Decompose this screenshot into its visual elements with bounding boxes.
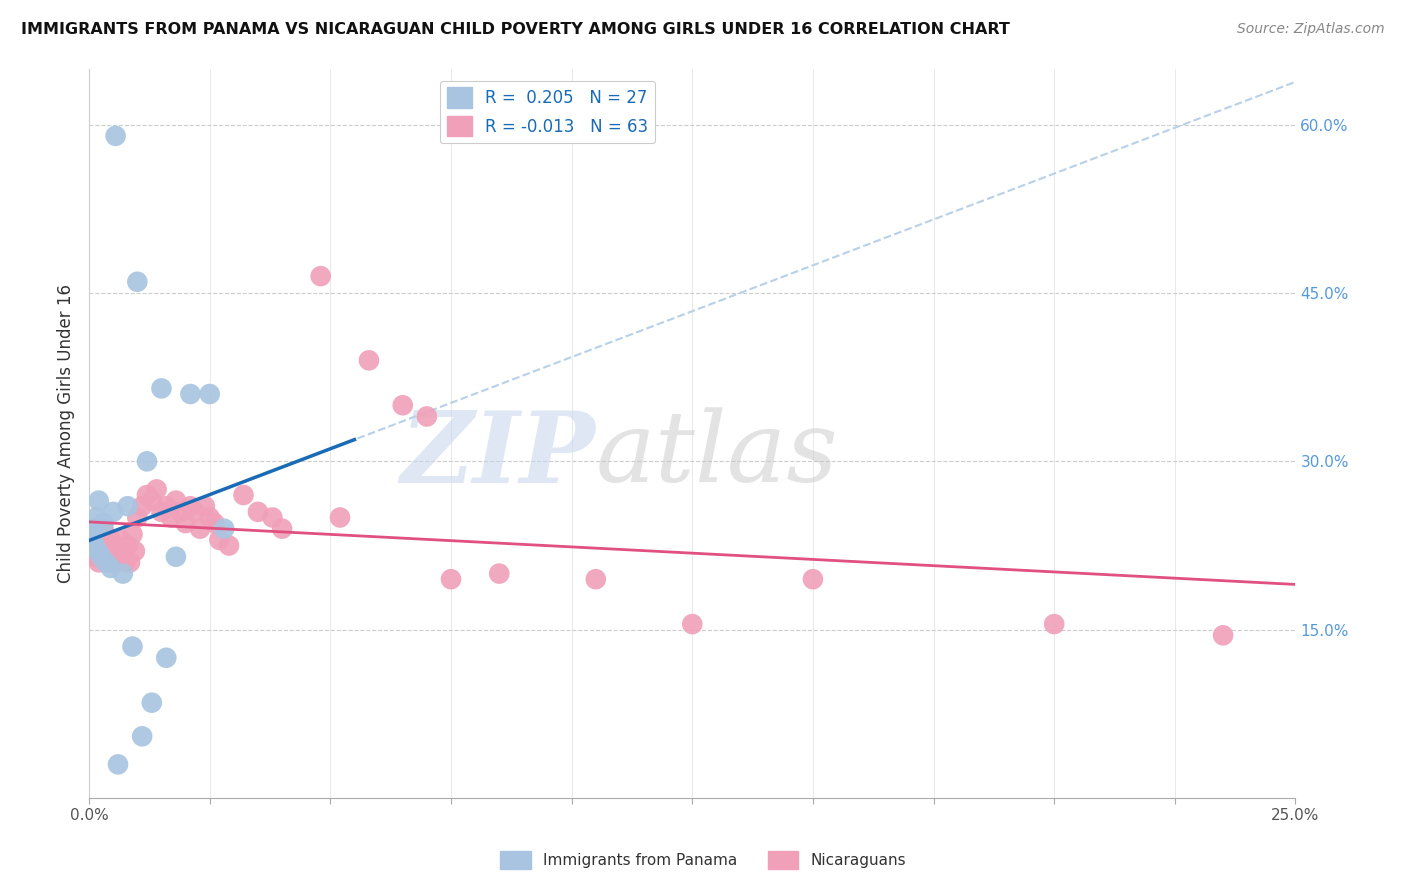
- Point: [357, 353, 380, 368]
- Point: [117, 500, 139, 514]
- Point: [110, 533, 132, 547]
- Point: [87, 555, 110, 569]
- Point: [87, 544, 110, 558]
- Point: [262, 510, 284, 524]
- Point: [83, 522, 105, 536]
- Point: [127, 510, 149, 524]
- Point: [1212, 628, 1234, 642]
- Point: [96, 555, 118, 569]
- Point: [488, 566, 510, 581]
- Point: [84, 510, 107, 524]
- Point: [131, 729, 153, 743]
- Point: [155, 650, 177, 665]
- Point: [98, 549, 121, 564]
- Point: [198, 510, 221, 524]
- Point: [80, 539, 103, 553]
- Point: [188, 522, 211, 536]
- Point: [218, 539, 240, 553]
- Point: [121, 640, 143, 654]
- Point: [170, 505, 193, 519]
- Point: [585, 572, 607, 586]
- Point: [91, 549, 114, 564]
- Point: [391, 398, 413, 412]
- Point: [204, 516, 226, 530]
- Point: [246, 505, 269, 519]
- Point: [681, 617, 703, 632]
- Point: [309, 269, 332, 284]
- Point: [90, 549, 112, 564]
- Point: [93, 516, 115, 530]
- Point: [208, 533, 231, 547]
- Point: [82, 533, 104, 547]
- Point: [174, 516, 197, 530]
- Point: [121, 527, 143, 541]
- Point: [111, 566, 134, 581]
- Point: [84, 527, 107, 541]
- Point: [87, 493, 110, 508]
- Point: [111, 544, 134, 558]
- Point: [107, 757, 129, 772]
- Point: [212, 522, 235, 536]
- Y-axis label: Child Poverty Among Girls Under 16: Child Poverty Among Girls Under 16: [58, 284, 75, 582]
- Point: [89, 533, 111, 547]
- Point: [104, 128, 127, 143]
- Point: [117, 539, 139, 553]
- Point: [165, 549, 187, 564]
- Point: [145, 483, 167, 497]
- Point: [801, 572, 824, 586]
- Point: [101, 539, 124, 553]
- Point: [1043, 617, 1066, 632]
- Point: [440, 572, 463, 586]
- Point: [103, 555, 125, 569]
- Point: [82, 544, 104, 558]
- Point: [131, 500, 153, 514]
- Legend: Immigrants from Panama, Nicaraguans: Immigrants from Panama, Nicaraguans: [494, 845, 912, 875]
- Point: [104, 544, 127, 558]
- Point: [90, 544, 112, 558]
- Point: [83, 549, 105, 564]
- Point: [198, 387, 221, 401]
- Point: [184, 505, 207, 519]
- Point: [155, 500, 177, 514]
- Text: atlas: atlas: [596, 408, 838, 503]
- Text: ZIP: ZIP: [401, 407, 596, 503]
- Point: [136, 454, 159, 468]
- Point: [150, 505, 173, 519]
- Point: [107, 549, 129, 564]
- Point: [87, 544, 110, 558]
- Point: [97, 539, 120, 553]
- Point: [329, 510, 352, 524]
- Point: [93, 522, 115, 536]
- Point: [127, 275, 149, 289]
- Point: [271, 522, 294, 536]
- Point: [93, 527, 115, 541]
- Point: [165, 493, 187, 508]
- Point: [141, 696, 163, 710]
- Point: [150, 381, 173, 395]
- Text: Source: ZipAtlas.com: Source: ZipAtlas.com: [1237, 22, 1385, 37]
- Point: [179, 500, 201, 514]
- Point: [100, 533, 122, 547]
- Point: [136, 488, 159, 502]
- Point: [124, 544, 146, 558]
- Point: [83, 533, 105, 547]
- Point: [100, 561, 122, 575]
- Point: [94, 544, 117, 558]
- Point: [80, 527, 103, 541]
- Point: [120, 555, 142, 569]
- Legend: R =  0.205   N = 27, R = -0.013   N = 63: R = 0.205 N = 27, R = -0.013 N = 63: [440, 80, 655, 143]
- Point: [416, 409, 439, 424]
- Point: [160, 510, 183, 524]
- Text: IMMIGRANTS FROM PANAMA VS NICARAGUAN CHILD POVERTY AMONG GIRLS UNDER 16 CORRELAT: IMMIGRANTS FROM PANAMA VS NICARAGUAN CHI…: [21, 22, 1010, 37]
- Point: [83, 539, 105, 553]
- Point: [194, 500, 217, 514]
- Point: [94, 555, 117, 569]
- Point: [179, 387, 201, 401]
- Point: [103, 505, 125, 519]
- Point: [232, 488, 254, 502]
- Point: [114, 555, 136, 569]
- Point: [141, 493, 163, 508]
